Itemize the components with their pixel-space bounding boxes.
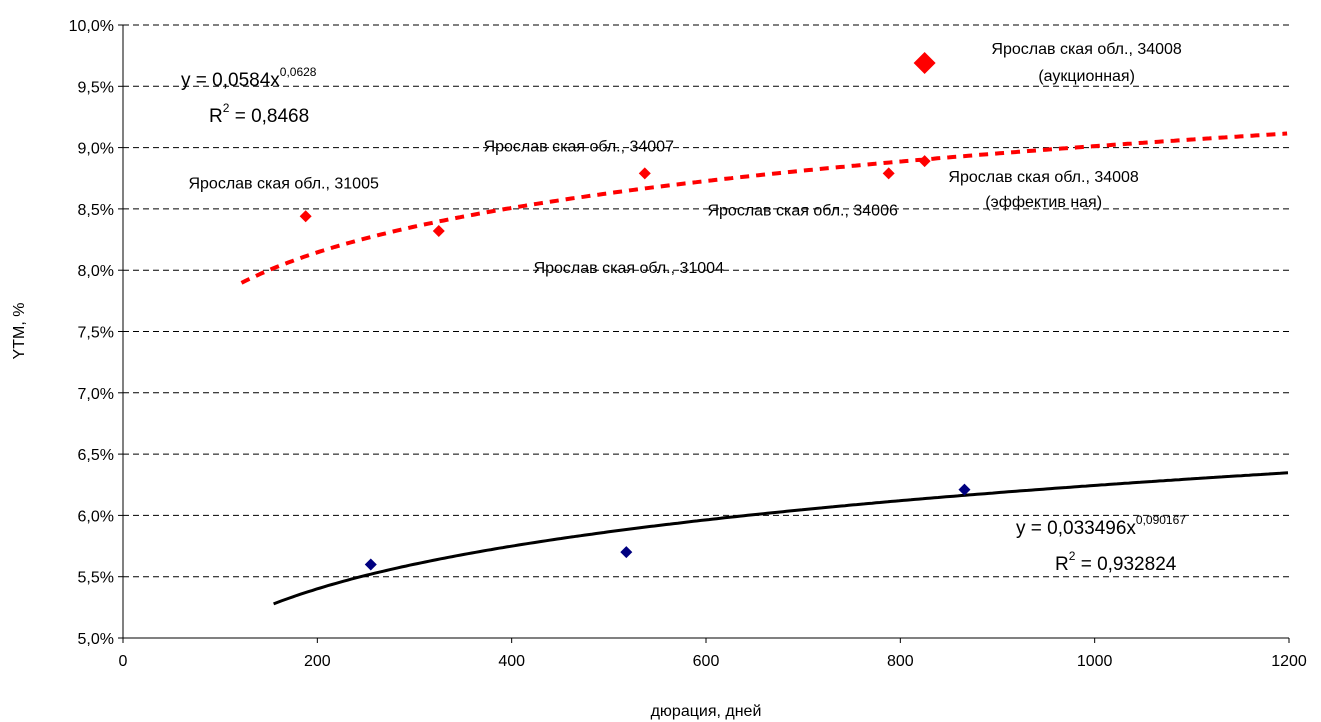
x-tick-label: 400 bbox=[498, 653, 525, 670]
trendline-r-squared: R2 = 0,8468 bbox=[209, 101, 309, 127]
x-tick-label: 1000 bbox=[1077, 653, 1113, 670]
trendline-equation: y = 0,033496x0,090167 bbox=[1016, 513, 1186, 539]
x-tick-label: 200 bbox=[304, 653, 331, 670]
y-tick-label: 7,5% bbox=[78, 325, 114, 342]
data-point-label: Ярослав ская обл., 34008 bbox=[991, 41, 1182, 58]
trendlines bbox=[240, 131, 1289, 606]
y-tick-label: 8,5% bbox=[78, 202, 114, 219]
y-tick-label: 6,0% bbox=[78, 508, 114, 525]
y-tick-label: 6,5% bbox=[78, 447, 114, 464]
x-axis-ticks: 0 200 400 600 800 1000 1200 bbox=[119, 638, 1307, 670]
trendline-r-squared: R2 = 0,932824 bbox=[1055, 549, 1177, 575]
data-point-label: Ярослав ская обл., 31004 bbox=[534, 260, 725, 277]
data-point-label: Ярослав ская обл., 31005 bbox=[188, 175, 379, 192]
data-point-marker bbox=[918, 155, 931, 168]
black-trendline bbox=[273, 471, 1289, 606]
data-point-marker bbox=[638, 167, 651, 180]
x-tick-label: 600 bbox=[693, 653, 720, 670]
y-axis-title: YTM, % bbox=[11, 303, 28, 360]
y-tick-label: 10,0% bbox=[69, 18, 114, 35]
red-trendline bbox=[240, 131, 1288, 285]
y-tick-label: 8,0% bbox=[78, 263, 114, 280]
y-tick-label: 9,5% bbox=[78, 79, 114, 96]
data-point-marker bbox=[913, 52, 936, 75]
data-point-label: Ярослав ская обл., 34006 bbox=[707, 202, 898, 219]
data-point-marker bbox=[882, 167, 895, 180]
grid-lines bbox=[123, 24, 1289, 578]
data-points bbox=[299, 52, 971, 571]
y-tick-label: 7,0% bbox=[78, 386, 114, 403]
y-tick-label: 9,0% bbox=[78, 141, 114, 158]
data-point-marker bbox=[958, 483, 971, 496]
y-tick-label: 5,5% bbox=[78, 570, 114, 587]
x-tick-label: 1200 bbox=[1271, 653, 1307, 670]
point-labels: Ярослав ская обл., 31005 Ярослав ская обл… bbox=[188, 41, 1181, 277]
data-point-label: (эффектив ная) bbox=[985, 194, 1102, 211]
y-tick-label: 5,0% bbox=[78, 631, 114, 648]
trendline-equation: y = 0,0584x0,0628 bbox=[181, 65, 317, 91]
data-point-label: Ярослав ская обл., 34008 bbox=[948, 169, 1139, 186]
x-tick-label: 800 bbox=[887, 653, 914, 670]
data-point-marker bbox=[364, 558, 377, 571]
data-point-marker bbox=[620, 546, 633, 559]
x-axis-title: дюрация, дней bbox=[651, 703, 762, 720]
data-point-marker bbox=[299, 210, 312, 223]
x-tick-label: 0 bbox=[119, 653, 128, 670]
trendline-equations: y = 0,0584x0,0628 R2 = 0,8468 y = 0,033496… bbox=[181, 65, 1186, 575]
data-point-label: (аукционная) bbox=[1038, 68, 1135, 85]
y-axis-ticks: 5,0% 5,5% 6,0% 6,5% 7,0% 7,5% 8,0% 8,5% 9,0% 9,5%… bbox=[69, 18, 123, 648]
data-point-label: Ярослав ская обл., 34007 bbox=[484, 138, 675, 155]
data-point-marker bbox=[432, 224, 445, 237]
